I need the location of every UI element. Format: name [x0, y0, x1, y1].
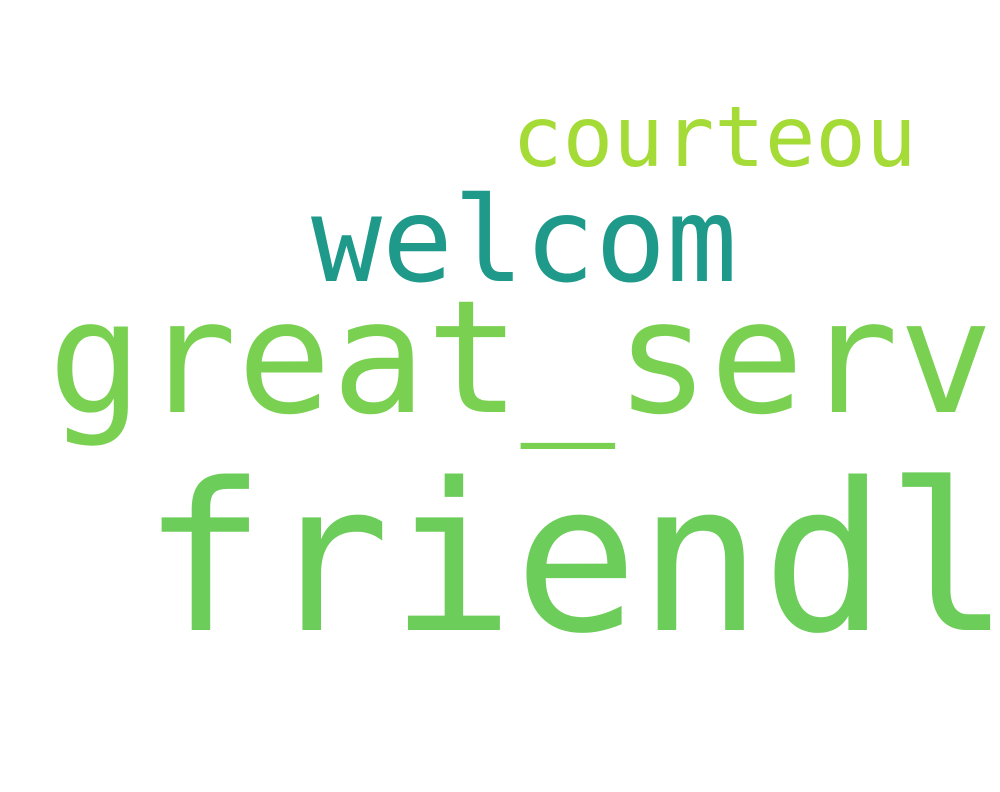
word-friendli: friendli [142, 439, 1000, 679]
word-courteou: courteou [512, 88, 917, 186]
word-great-servic: great_servic [48, 267, 1000, 450]
word-welcom: welcom [311, 171, 738, 309]
